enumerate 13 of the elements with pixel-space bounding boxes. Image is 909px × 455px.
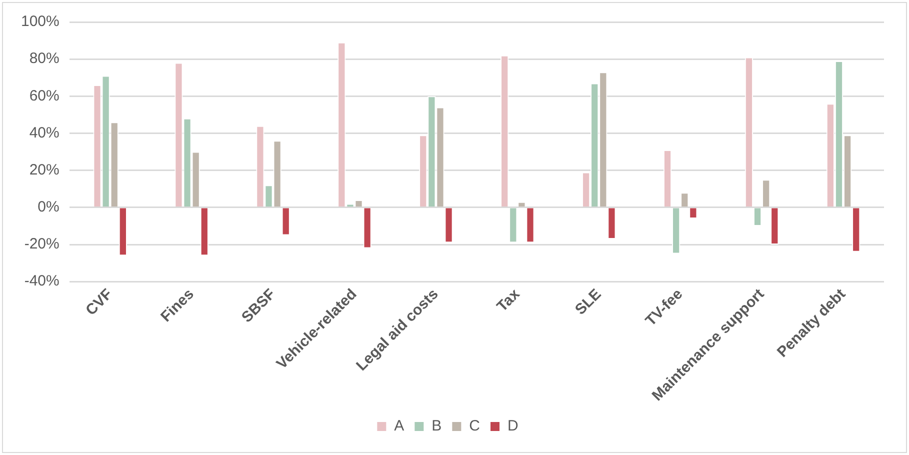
y-tick-label: 60% bbox=[29, 87, 60, 104]
legend-label: B bbox=[432, 418, 442, 435]
y-tick-label: 80% bbox=[29, 50, 60, 68]
legend-label: C bbox=[469, 418, 480, 435]
y-tick-label: 0% bbox=[38, 198, 60, 216]
y-tick-label: -40% bbox=[24, 272, 60, 290]
y-tick-label: 20% bbox=[29, 161, 60, 178]
legend-label: D bbox=[508, 418, 519, 435]
y-tick-label: -20% bbox=[24, 236, 60, 253]
y-tick-label: 100% bbox=[20, 13, 60, 30]
legend-label: A bbox=[394, 418, 404, 435]
y-tick-label: 40% bbox=[29, 124, 60, 142]
x-tick-label: Tax bbox=[494, 285, 524, 316]
